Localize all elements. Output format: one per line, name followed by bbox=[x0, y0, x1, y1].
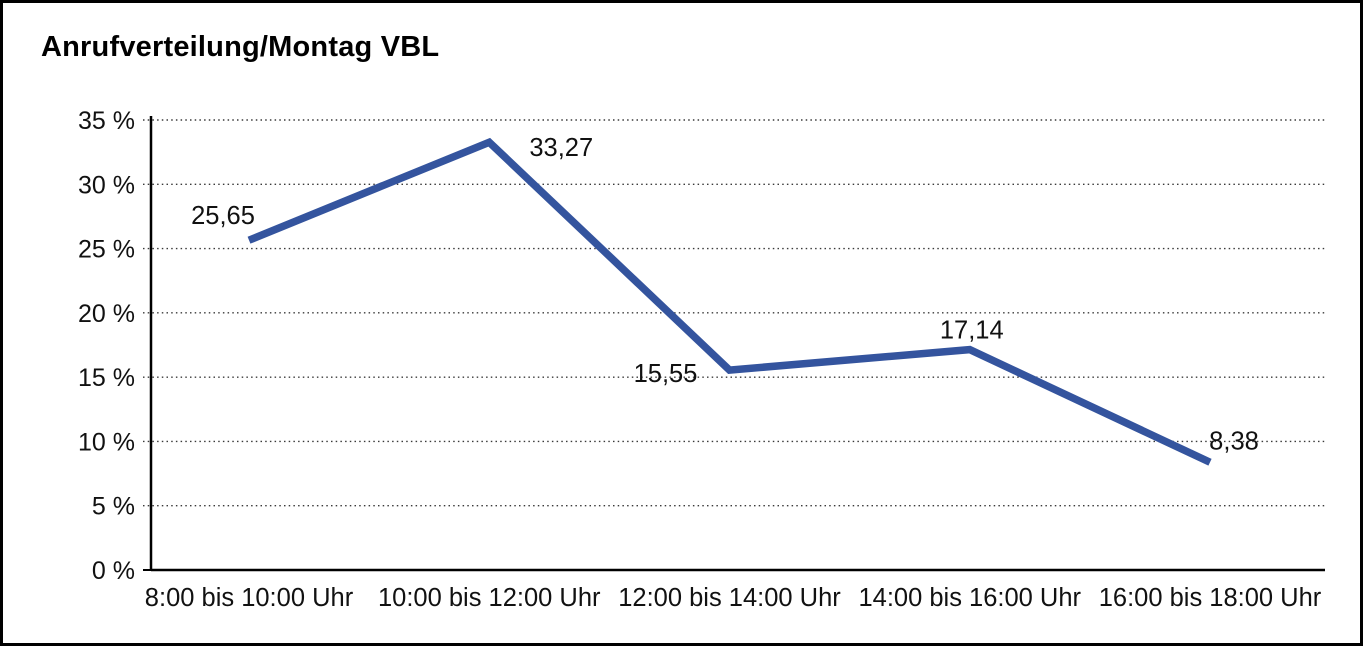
data-point-label: 25,65 bbox=[191, 202, 255, 230]
chart-title: Anrufverteilung/Montag VBL bbox=[41, 31, 440, 63]
data-series-line bbox=[247, 137, 1212, 466]
data-point-label: 33,27 bbox=[529, 134, 593, 162]
x-axis-label: 8:00 bis 10:00 Uhr bbox=[145, 584, 354, 612]
y-tick-label: 0 % bbox=[92, 557, 135, 585]
y-tick-label: 20 % bbox=[78, 300, 135, 328]
x-axis-label: 14:00 bis 16:00 Uhr bbox=[858, 584, 1081, 612]
y-tick-label: 5 % bbox=[92, 493, 135, 521]
y-tick-label: 15 % bbox=[78, 364, 135, 392]
y-tick-label: 30 % bbox=[78, 171, 135, 199]
y-tick-label: 35 % bbox=[78, 107, 135, 135]
x-axis-label: 10:00 bis 12:00 Uhr bbox=[378, 584, 601, 612]
y-tick-label: 10 % bbox=[78, 428, 135, 456]
y-tick-label: 25 % bbox=[78, 236, 135, 264]
x-axis-label: 12:00 bis 14:00 Uhr bbox=[618, 584, 841, 612]
line-chart: 0 % 5 % 10 % 15 % 20 % 25 % 30 % 35 % 8:00 bis 1… bbox=[78, 107, 1325, 612]
data-point-label: 15,55 bbox=[634, 360, 698, 388]
data-point-label: 17,14 bbox=[940, 317, 1004, 345]
x-axis-label: 16:00 bis 18:00 Uhr bbox=[1099, 584, 1322, 612]
data-point-label: 8,38 bbox=[1209, 427, 1259, 455]
